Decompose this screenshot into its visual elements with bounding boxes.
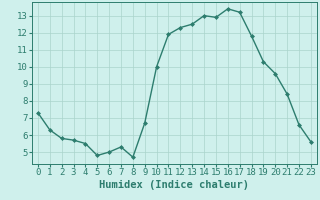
X-axis label: Humidex (Indice chaleur): Humidex (Indice chaleur) xyxy=(100,180,249,190)
